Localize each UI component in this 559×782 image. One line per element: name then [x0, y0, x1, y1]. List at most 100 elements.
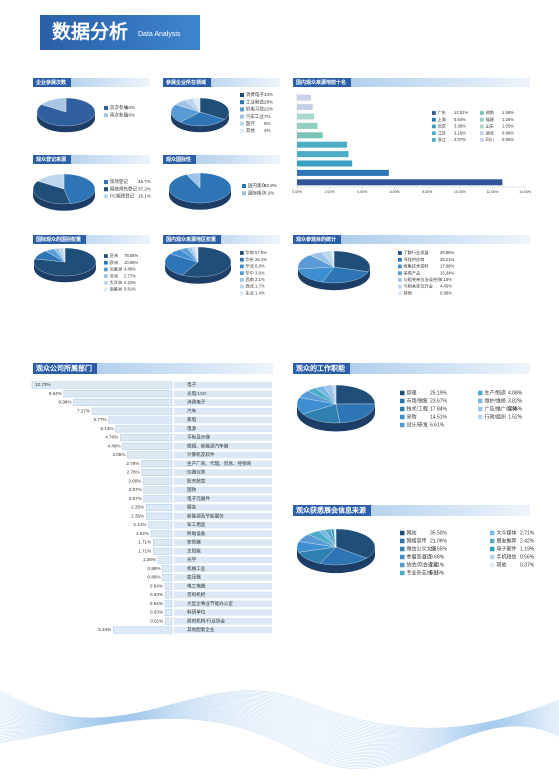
legend-swatch — [398, 284, 402, 289]
legend-value: 10.66% — [124, 260, 138, 265]
legend-swatch — [240, 107, 245, 112]
legend-label: 首次参展 — [110, 104, 128, 111]
title-bar — [33, 235, 150, 244]
legend-label: 采购 — [407, 413, 417, 420]
wave-line — [0, 701, 559, 738]
bar — [145, 512, 173, 520]
legend-swatch — [240, 100, 245, 105]
legend-swatch — [432, 111, 436, 115]
value-label: 1.92% — [136, 531, 149, 536]
legend-swatch — [478, 398, 483, 404]
category-label: 眼镜、新能源汽车器 — [187, 442, 229, 449]
legend-swatch — [398, 251, 402, 255]
bar — [141, 469, 173, 477]
legend-label: 广告/推广/媒体 — [485, 405, 518, 412]
legend-swatch — [242, 191, 247, 196]
legend-value: 15.34% — [440, 270, 454, 275]
bar — [297, 122, 318, 129]
category-box — [174, 591, 272, 599]
pie-slice — [332, 384, 337, 405]
legend-label: 参展商邀请 — [407, 553, 432, 560]
legend-swatch — [432, 124, 436, 129]
legend-label: 生产/制造 — [485, 389, 506, 396]
legend-label: 现场登记 — [110, 178, 128, 185]
category-label: 电工电器 — [187, 582, 206, 589]
category-box — [174, 425, 272, 433]
pie-slice — [335, 528, 376, 559]
panel-title-text: 国际观众的国别权重 — [36, 236, 81, 243]
panel-title-text: 观众国际性 — [166, 156, 191, 163]
category-box — [174, 390, 272, 398]
legend-swatch — [400, 554, 405, 560]
legend-swatch — [104, 187, 109, 192]
legend-value: 3.9% — [255, 270, 265, 275]
panel-title-text: 企业参展次数 — [35, 79, 67, 86]
title-tab — [33, 235, 87, 244]
bar — [148, 521, 173, 529]
bar — [297, 104, 313, 111]
legend-swatch — [240, 291, 244, 296]
bar — [297, 169, 389, 176]
panel-title: 观众公司所属部门 — [33, 363, 273, 374]
legend-label: 华北 — [245, 263, 254, 270]
legend-label: 东北 — [245, 289, 254, 296]
legend-value: 57.9% — [255, 250, 267, 255]
value-label: 0.64% — [150, 583, 163, 588]
category-label: 航天航空 — [187, 477, 206, 484]
value-label: 8.96% — [58, 400, 71, 405]
legend-value: 1.26% — [502, 117, 514, 122]
panel-title-text: 观众获悉展会信息来源 — [296, 505, 366, 514]
bar — [164, 609, 173, 617]
category-label: 音响机柜 — [187, 591, 206, 598]
category-label: 生产厂商、代理、贸易、经销商 — [187, 460, 252, 467]
bar — [297, 94, 311, 101]
legend-swatch — [432, 117, 436, 122]
x-tick-label: 10.00% — [454, 190, 466, 194]
panel-title-text: 观众公司所属部门 — [36, 363, 92, 372]
category-label: 电子元器件 — [187, 495, 210, 502]
legend-swatch — [480, 131, 484, 136]
value-label: 0.63% — [150, 610, 163, 615]
legend-value: 4.89% — [124, 267, 136, 272]
value-label: 0.64% — [150, 601, 163, 606]
legend-value: 7.2% — [264, 190, 274, 195]
title-tab — [293, 235, 342, 244]
bar — [120, 434, 173, 442]
legend-value: 1.05% — [502, 124, 514, 129]
category-box — [174, 477, 272, 485]
legend-label: 其他 — [246, 127, 255, 134]
legend-value: 14.51% — [430, 414, 448, 420]
legend-value: 3.07% — [454, 137, 466, 142]
legend-label: 北京 — [437, 123, 445, 130]
value-label: 2.14% — [133, 522, 146, 527]
legend-swatch — [240, 251, 244, 255]
wave-line — [0, 703, 559, 740]
bar — [297, 179, 503, 186]
wave-line — [0, 715, 559, 762]
bar — [162, 574, 173, 582]
legend-swatch — [240, 264, 244, 269]
legend-swatch — [490, 530, 495, 536]
legend-value: 1.19% — [520, 546, 535, 552]
panel-title-text: 国内观众来源地前十名 — [296, 79, 346, 86]
bar — [164, 591, 173, 599]
legend-swatch — [398, 271, 402, 276]
bar — [165, 617, 173, 625]
pie-slice — [331, 250, 335, 268]
legend-swatch — [490, 538, 495, 544]
value-label: 4.70% — [105, 435, 118, 440]
legend-swatch — [398, 264, 402, 269]
legend-swatch — [240, 128, 245, 134]
category-box — [174, 399, 272, 406]
panel-title: 观众获悉展会信息来源 — [293, 505, 530, 516]
value-label: 4.49% — [108, 443, 121, 448]
legend-value: 2.1% — [255, 277, 265, 282]
legend-value: 1.7% — [255, 284, 265, 289]
wave-line — [0, 697, 559, 734]
legend-value: 5.64% — [454, 117, 466, 122]
legend-swatch — [400, 390, 405, 396]
pie-slice — [298, 266, 335, 283]
category-label: 服装 — [187, 504, 197, 511]
title-bar — [33, 155, 150, 164]
title-tab — [163, 155, 197, 164]
